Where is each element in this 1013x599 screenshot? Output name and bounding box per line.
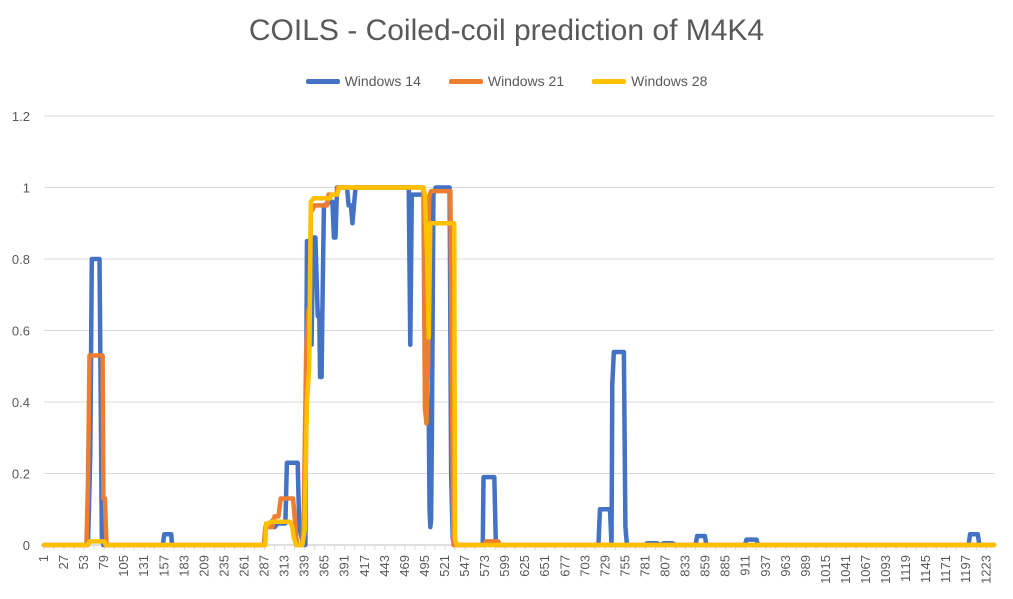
- x-tick-label: 79: [96, 555, 111, 569]
- y-tick-label: 0.4: [12, 395, 30, 410]
- series-line-1: [41, 185, 997, 548]
- x-tick-label: 417: [357, 555, 372, 577]
- y-tick-label: 0.2: [12, 467, 30, 482]
- x-tick-label: 495: [417, 555, 432, 577]
- legend-item-2: Windows 21: [448, 73, 565, 89]
- x-tick-label: 1093: [878, 555, 893, 584]
- y-tick-label: 0.6: [12, 324, 30, 339]
- x-tick-label: 365: [317, 555, 332, 577]
- gridlines: [43, 115, 994, 550]
- x-tick-label: 53: [76, 555, 91, 569]
- x-tick-label: 261: [236, 555, 251, 577]
- x-tick-label: 573: [477, 555, 492, 577]
- x-tick-label: 209: [196, 555, 211, 577]
- x-tick-label: 911: [738, 555, 753, 576]
- x-tick-label: 521: [437, 555, 452, 577]
- y-tick-label: 1.2: [12, 109, 30, 124]
- x-tick-label: 677: [557, 555, 572, 577]
- x-tick-label: 235: [216, 555, 231, 577]
- x-tick-label: 1145: [918, 555, 933, 583]
- y-tick-label: 0: [23, 538, 30, 553]
- x-tick-label: 183: [176, 555, 191, 577]
- x-tick-label: 885: [718, 555, 733, 577]
- legend-item-1: Windows 14: [305, 73, 421, 89]
- x-tick-label: 781: [637, 555, 652, 577]
- x-tick-label: 547: [457, 555, 472, 577]
- x-tick-label: 1: [36, 555, 51, 562]
- x-tick-label: 1223: [978, 555, 993, 584]
- x-tick-label: 651: [537, 555, 552, 577]
- x-tick-label: 937: [758, 555, 773, 577]
- x-tick-label: 27: [56, 555, 71, 569]
- legend-label: Windows 28: [631, 73, 708, 89]
- x-tick-label: 105: [116, 555, 131, 577]
- x-tick-label: 703: [577, 555, 592, 577]
- x-tick-label: 989: [798, 555, 813, 577]
- x-tick-label: 807: [658, 555, 673, 577]
- series-lines: [41, 185, 997, 548]
- y-axis-ticks: 0 0.2 0.4 0.6 0.8 1 1.2: [12, 109, 30, 553]
- x-tick-label: 859: [698, 555, 713, 577]
- x-tick-label: 729: [597, 555, 612, 577]
- x-tick-label: 625: [517, 555, 532, 577]
- x-tick-label: 391: [337, 555, 352, 577]
- legend-label: Windows 21: [487, 73, 565, 89]
- legend: Windows 14 Windows 21 Windows 28: [0, 73, 1013, 89]
- series-line-2: [41, 185, 997, 548]
- legend-swatch: [592, 78, 627, 84]
- x-tick-label: 287: [257, 555, 272, 577]
- x-tick-label: 833: [678, 555, 693, 577]
- legend-swatch: [448, 78, 483, 84]
- x-tick-label: 157: [156, 555, 171, 577]
- x-tick-label: 339: [297, 555, 312, 577]
- x-tick-label: 469: [397, 555, 412, 577]
- chart-title: COILS - Coiled-coil prediction of M4K4: [248, 14, 765, 47]
- x-tick-label: 599: [497, 555, 512, 577]
- series-line-3: [41, 185, 997, 548]
- x-tick-label: 443: [377, 555, 392, 577]
- x-tick-label: 1041: [838, 555, 853, 584]
- x-tick-label: 313: [277, 555, 292, 577]
- legend-label: Windows 14: [344, 73, 421, 89]
- x-tick-label: 131: [136, 555, 151, 577]
- x-axis-ticks: 1 27 53 79 105 131 157 183 209 235 261 287 313 339 365…: [36, 555, 993, 584]
- x-tick-label: 1067: [858, 555, 873, 584]
- x-tick-label: 1197: [958, 555, 973, 583]
- x-tick-label: 1119: [898, 555, 913, 582]
- x-tick-label: 963: [778, 555, 793, 577]
- y-tick-label: 0.8: [12, 252, 30, 267]
- y-tick-label: 1: [23, 181, 30, 196]
- x-tick-label: 1171: [938, 555, 953, 583]
- legend-swatch: [305, 78, 340, 84]
- legend-item-3: Windows 28: [592, 73, 707, 89]
- x-tick-label: 1015: [818, 555, 833, 584]
- x-tick-label: 755: [617, 555, 632, 577]
